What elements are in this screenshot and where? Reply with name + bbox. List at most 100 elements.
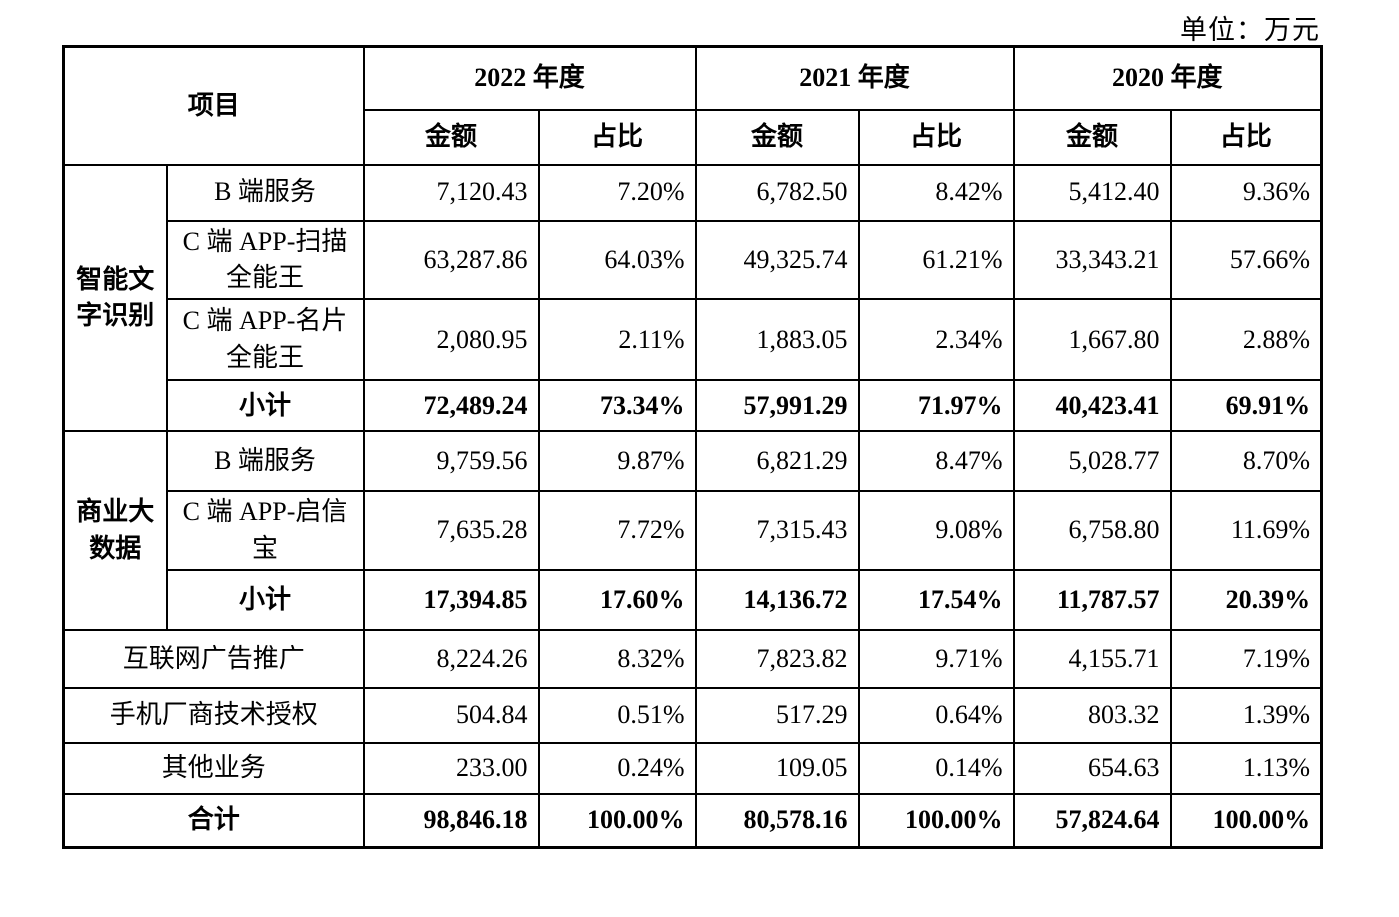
row-label-cell: B 端服务 xyxy=(165,430,365,493)
amount-cell: 57,991.29 xyxy=(694,379,860,433)
row-label-cell: C 端 APP-名片全能王 xyxy=(165,298,365,382)
share-cell: 71.97% xyxy=(857,379,1015,433)
row-label-cell: 手机厂商技术授权 xyxy=(62,687,365,745)
amount-cell: 5,028.77 xyxy=(1012,430,1172,493)
amount-cell: 33,343.21 xyxy=(1012,219,1172,301)
table-row: 手机厂商技术授权 504.84 0.51% 517.29 0.64% 803.3… xyxy=(62,687,1323,745)
subtotal-label-cell: 小计 xyxy=(165,569,365,632)
amount-cell: 6,782.50 xyxy=(694,163,860,222)
share-cell: 17.54% xyxy=(857,569,1015,632)
share-cell: 73.34% xyxy=(537,379,697,433)
share-cell: 69.91% xyxy=(1169,379,1323,433)
table-row: 其他业务 233.00 0.24% 109.05 0.14% 654.63 1.… xyxy=(62,742,1323,796)
amount-cell: 6,758.80 xyxy=(1012,490,1172,572)
share-cell: 2.88% xyxy=(1169,298,1323,382)
header-amount-2020: 金额 xyxy=(1012,108,1172,166)
share-cell: 8.42% xyxy=(857,163,1015,222)
share-cell: 1.39% xyxy=(1169,687,1323,745)
amount-cell: 4,155.71 xyxy=(1012,629,1172,690)
header-item-cell: 项目 xyxy=(62,45,365,166)
table-row: 互联网广告推广 8,224.26 8.32% 7,823.82 9.71% 4,… xyxy=(62,629,1323,690)
share-cell: 2.34% xyxy=(857,298,1015,382)
row-label-cell: C 端 APP-启信宝 xyxy=(165,490,365,572)
amount-cell: 803.32 xyxy=(1012,687,1172,745)
share-cell: 0.24% xyxy=(537,742,697,796)
amount-cell: 6,821.29 xyxy=(694,430,860,493)
share-cell: 7.19% xyxy=(1169,629,1323,690)
amount-cell: 98,846.18 xyxy=(362,793,540,849)
amount-cell: 63,287.86 xyxy=(362,219,540,301)
amount-cell: 109.05 xyxy=(694,742,860,796)
amount-cell: 72,489.24 xyxy=(362,379,540,433)
share-cell: 9.71% xyxy=(857,629,1015,690)
amount-cell: 504.84 xyxy=(362,687,540,745)
row-label-cell: 互联网广告推广 xyxy=(62,629,365,690)
amount-cell: 80,578.16 xyxy=(694,793,860,849)
share-cell: 11.69% xyxy=(1169,490,1323,572)
share-cell: 8.47% xyxy=(857,430,1015,493)
row-label-cell: C 端 APP-扫描全能王 xyxy=(165,219,365,301)
table-header-row-measures: 金额 占比 金额 占比 金额 占比 xyxy=(64,108,1323,166)
share-cell: 100.00% xyxy=(537,793,697,849)
amount-cell: 14,136.72 xyxy=(694,569,860,632)
table-row: C 端 APP-启信宝 7,635.28 7.72% 7,315.43 9.08… xyxy=(64,490,1323,572)
header-share-2022: 占比 xyxy=(537,108,697,166)
table-row: C 端 APP-扫描全能王 63,287.86 64.03% 49,325.74… xyxy=(64,219,1323,301)
amount-cell: 11,787.57 xyxy=(1012,569,1172,632)
share-cell: 8.32% xyxy=(537,629,697,690)
table-header-row-years: 项目 2022 年度 2021 年度 2020 年度 xyxy=(62,45,1323,166)
group-name-cell: 智能文字识别 xyxy=(62,163,168,433)
amount-cell: 7,120.43 xyxy=(362,163,540,222)
share-cell: 7.20% xyxy=(537,163,697,222)
share-cell: 0.64% xyxy=(857,687,1015,745)
share-cell: 8.70% xyxy=(1169,430,1323,493)
share-cell: 9.08% xyxy=(857,490,1015,572)
share-cell: 0.51% xyxy=(537,687,697,745)
row-label-cell: B 端服务 xyxy=(165,163,365,222)
unit-label: 单位：万元 xyxy=(1180,15,1320,45)
amount-cell: 2,080.95 xyxy=(362,298,540,382)
header-share-2021: 占比 xyxy=(857,108,1015,166)
share-cell: 20.39% xyxy=(1169,569,1323,632)
total-row: 合计 98,846.18 100.00% 80,578.16 100.00% 5… xyxy=(62,793,1323,849)
share-cell: 100.00% xyxy=(857,793,1015,849)
subtotal-row: 小计 17,394.85 17.60% 14,136.72 17.54% 11,… xyxy=(64,569,1323,632)
table-row: 商业大数据 B 端服务 9,759.56 9.87% 6,821.29 8.47… xyxy=(62,430,1323,632)
share-cell: 9.87% xyxy=(537,430,697,493)
amount-cell: 517.29 xyxy=(694,687,860,745)
share-cell: 9.36% xyxy=(1169,163,1323,222)
amount-cell: 1,883.05 xyxy=(694,298,860,382)
header-amount-2021: 金额 xyxy=(694,108,860,166)
share-cell: 61.21% xyxy=(857,219,1015,301)
amount-cell: 1,667.80 xyxy=(1012,298,1172,382)
share-cell: 2.11% xyxy=(537,298,697,382)
amount-cell: 9,759.56 xyxy=(362,430,540,493)
amount-cell: 7,823.82 xyxy=(694,629,860,690)
total-label-cell: 合计 xyxy=(62,793,365,849)
amount-cell: 654.63 xyxy=(1012,742,1172,796)
table-row: C 端 APP-名片全能王 2,080.95 2.11% 1,883.05 2.… xyxy=(64,298,1323,382)
share-cell: 57.66% xyxy=(1169,219,1323,301)
amount-cell: 7,315.43 xyxy=(694,490,860,572)
amount-cell: 8,224.26 xyxy=(362,629,540,690)
amount-cell: 17,394.85 xyxy=(362,569,540,632)
header-share-2020: 占比 xyxy=(1169,108,1323,166)
header-year-2021: 2021 年度 xyxy=(694,45,1015,111)
header-year-2020: 2020 年度 xyxy=(1012,45,1323,111)
row-label-cell: 其他业务 xyxy=(62,742,365,796)
share-cell: 64.03% xyxy=(537,219,697,301)
group-name-cell: 商业大数据 xyxy=(62,430,168,632)
amount-cell: 40,423.41 xyxy=(1012,379,1172,433)
share-cell: 1.13% xyxy=(1169,742,1323,796)
table-row: 智能文字识别 B 端服务 7,120.43 7.20% 6,782.50 8.4… xyxy=(62,163,1323,433)
header-amount-2022: 金额 xyxy=(362,108,540,166)
amount-cell: 7,635.28 xyxy=(362,490,540,572)
share-cell: 100.00% xyxy=(1169,793,1323,849)
share-cell: 0.14% xyxy=(857,742,1015,796)
amount-cell: 49,325.74 xyxy=(694,219,860,301)
share-cell: 17.60% xyxy=(537,569,697,632)
revenue-breakdown-table: 项目 2022 年度 2021 年度 2020 年度 金额 占比 金额 占比 金… xyxy=(62,45,1324,849)
header-year-2022: 2022 年度 xyxy=(362,45,697,111)
subtotal-row: 小计 72,489.24 73.34% 57,991.29 71.97% 40,… xyxy=(64,379,1323,433)
